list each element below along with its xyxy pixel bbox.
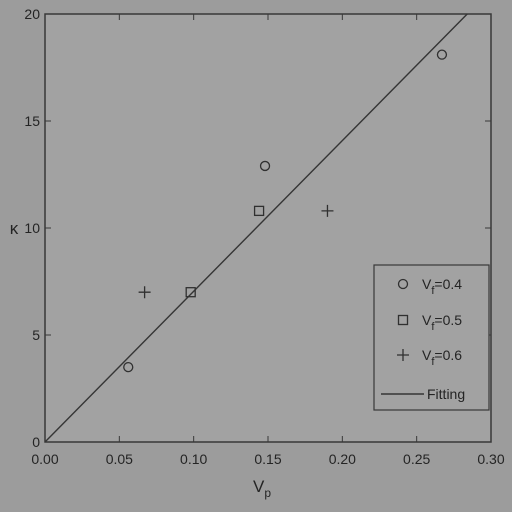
points-layer bbox=[123, 49, 448, 373]
y-axis: 0 5 10 15 20 bbox=[24, 6, 491, 450]
x-tick-label: 0.30 bbox=[477, 451, 504, 467]
y-tick-label: 20 bbox=[24, 6, 40, 22]
fit-line bbox=[44, 13, 468, 443]
data-point-series-2 bbox=[138, 286, 151, 299]
legend-item-fit: Fitting bbox=[381, 386, 465, 402]
legend-item-series-1: Vf=0.5 bbox=[397, 312, 462, 333]
x-tick-label: 0.05 bbox=[106, 451, 133, 467]
x-axis-label: Vp bbox=[253, 477, 271, 500]
legend-plus-marker bbox=[397, 349, 409, 361]
y-tick-label: 0 bbox=[32, 434, 40, 450]
data-point-series-2 bbox=[321, 204, 334, 217]
data-point-series-1 bbox=[185, 287, 196, 298]
y-tick-label: 5 bbox=[32, 327, 40, 343]
x-tick-label: 0.15 bbox=[254, 451, 281, 467]
x-axis: 0.00 0.05 0.10 0.15 0.20 0.25 0.30 bbox=[31, 14, 505, 467]
legend-circle-marker bbox=[397, 278, 409, 290]
x-tick-label: 0.10 bbox=[180, 451, 207, 467]
y-axis-label: κ bbox=[10, 219, 19, 238]
x-tick-label: 0.25 bbox=[403, 451, 430, 467]
legend-item-series-2: Vf=0.6 bbox=[397, 347, 462, 368]
legend-item-series-0: Vf=0.4 bbox=[397, 276, 462, 297]
legend-series-0-label: Vf=0.4 bbox=[422, 276, 462, 297]
data-point-series-1 bbox=[253, 205, 265, 217]
legend-series-2-label: Vf=0.6 bbox=[422, 347, 462, 368]
x-tick-label: 0.20 bbox=[329, 451, 356, 467]
fit-layer bbox=[44, 13, 468, 443]
legend-series-1-label: Vf=0.5 bbox=[422, 312, 462, 333]
legend: Vf=0.4 Vf=0.5 Vf=0.6 Fitting bbox=[373, 264, 490, 411]
data-point-series-0 bbox=[436, 49, 448, 60]
legend-fit-label: Fitting bbox=[427, 386, 465, 402]
y-tick-label: 10 bbox=[24, 220, 40, 236]
data-point-series-0 bbox=[259, 160, 271, 172]
x-tick-label: 0.00 bbox=[31, 451, 58, 467]
y-tick-label: 15 bbox=[24, 113, 40, 129]
legend-square-marker bbox=[397, 314, 409, 326]
legend-box bbox=[373, 264, 490, 411]
data-point-series-0 bbox=[123, 361, 134, 373]
